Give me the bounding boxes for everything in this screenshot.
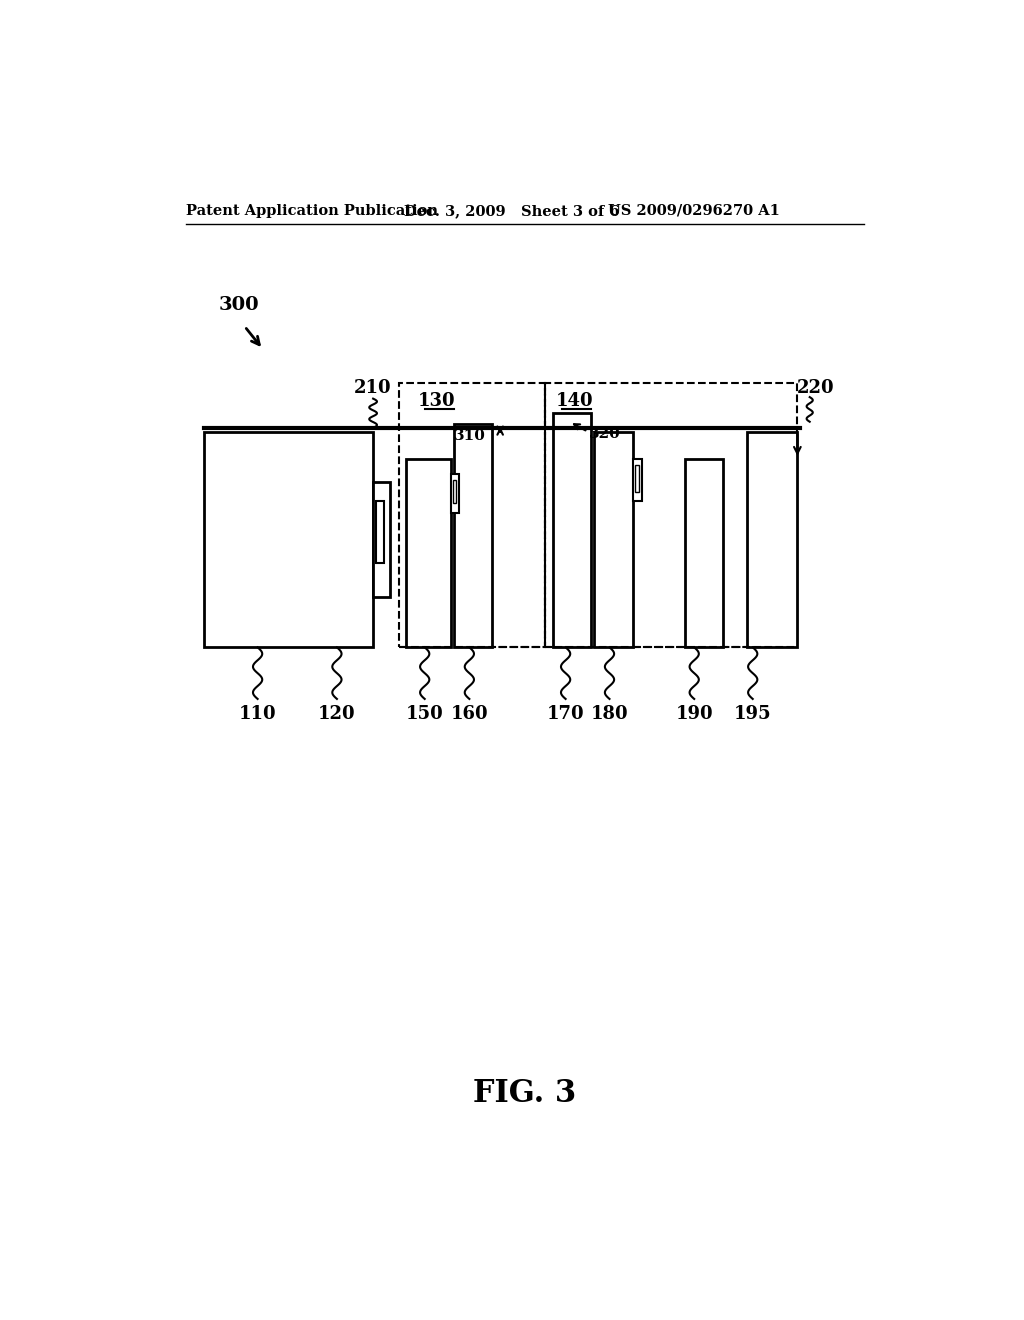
Text: 320: 320 (589, 428, 621, 441)
Text: Dec. 3, 2009   Sheet 3 of 6: Dec. 3, 2009 Sheet 3 of 6 (403, 203, 620, 218)
Text: 180: 180 (591, 705, 629, 723)
Bar (204, 432, 373, 647)
Text: 110: 110 (239, 705, 276, 723)
Text: 150: 150 (406, 705, 443, 723)
Bar (553, 413, 591, 647)
Text: 170: 170 (547, 705, 585, 723)
Text: Patent Application Publication: Patent Application Publication (186, 203, 438, 218)
Bar (451, 474, 459, 512)
Bar (594, 432, 633, 647)
Bar (398, 383, 545, 647)
Text: 220: 220 (797, 379, 835, 397)
Bar (376, 502, 384, 562)
Bar (454, 480, 457, 503)
Bar (746, 432, 797, 647)
Text: 140: 140 (555, 392, 593, 411)
Bar (685, 459, 724, 647)
Text: 210: 210 (354, 379, 392, 397)
Bar (633, 459, 642, 502)
Text: 310: 310 (455, 429, 486, 442)
Bar (545, 383, 798, 647)
Bar (454, 424, 493, 647)
Text: 130: 130 (418, 392, 456, 411)
Text: FIG. 3: FIG. 3 (473, 1078, 577, 1109)
Text: 300: 300 (219, 296, 260, 314)
Text: 195: 195 (734, 705, 771, 723)
Bar (407, 459, 451, 647)
Text: US 2009/0296270 A1: US 2009/0296270 A1 (608, 203, 780, 218)
Bar (373, 482, 390, 598)
Text: 190: 190 (676, 705, 713, 723)
Text: 160: 160 (451, 705, 488, 723)
Text: 120: 120 (318, 705, 355, 723)
Bar (635, 465, 639, 492)
